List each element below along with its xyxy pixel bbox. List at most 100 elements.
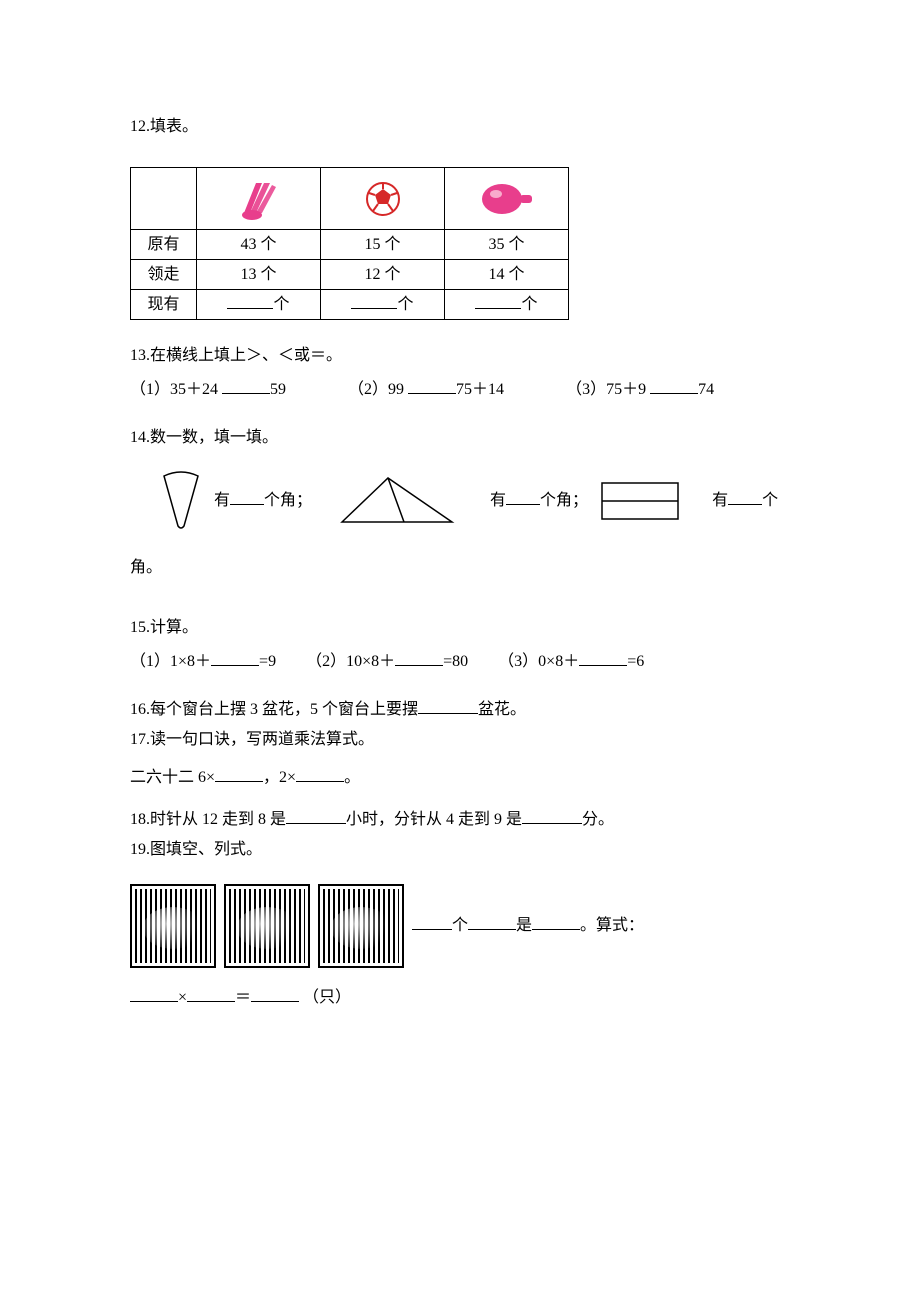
- unit: 个: [397, 296, 413, 313]
- qtitle: 计算。: [150, 619, 198, 636]
- question-17-body: 二六十二 6×，2×。: [130, 766, 790, 790]
- blank[interactable]: [728, 491, 762, 505]
- qtitle: 填表。: [150, 118, 198, 135]
- qnum: 19.: [130, 841, 150, 858]
- row-label: 现有: [131, 290, 197, 320]
- question-15: 15.计算。 （1）1×8＋=9 （2）10×8＋=80 （3）0×8＋=6: [130, 616, 790, 674]
- cell: 35 个: [445, 230, 569, 260]
- blank[interactable]: [251, 988, 299, 1002]
- qtitle: 图填空、列式。: [150, 841, 262, 858]
- qnum: 13.: [130, 347, 150, 364]
- left: 35＋24: [170, 381, 218, 398]
- blank[interactable]: [215, 768, 263, 782]
- left: 75＋9: [606, 381, 646, 398]
- qnum: 18.: [130, 811, 150, 828]
- left: 1×8＋: [170, 653, 211, 670]
- right: 74: [698, 381, 714, 398]
- blank[interactable]: [130, 988, 178, 1002]
- blank[interactable]: [351, 297, 397, 309]
- blank[interactable]: [187, 988, 235, 1002]
- qtitle: 读一句口诀，写两道乘法算式。: [150, 731, 374, 748]
- qtitle: 数一数，填一填。: [150, 429, 278, 446]
- table-row: 原有 43 个 15 个 35 个: [131, 230, 569, 260]
- rect-split-icon: [598, 477, 682, 525]
- question-12-title: 12.填表。: [130, 115, 790, 139]
- question-19-title: 19.图填空、列式。: [130, 838, 790, 862]
- blank[interactable]: [408, 380, 456, 394]
- unit: 个: [521, 296, 537, 313]
- q15-items: （1）1×8＋=9 （2）10×8＋=80 （3）0×8＋=6: [130, 650, 790, 674]
- right: =6: [627, 653, 644, 670]
- word: 有: [214, 492, 230, 509]
- word: 有: [490, 492, 506, 509]
- cell: 15 个: [321, 230, 445, 260]
- blank[interactable]: [286, 810, 346, 824]
- right: =80: [443, 653, 468, 670]
- blank[interactable]: [296, 768, 344, 782]
- table-row: 现有 个 个 个: [131, 290, 569, 320]
- blank[interactable]: [506, 491, 540, 505]
- q13-item: （2）99 75＋14: [348, 378, 504, 402]
- cell: 个: [197, 290, 321, 320]
- q15-item: （3）0×8＋=6: [498, 650, 644, 674]
- q13-items: （1）35＋24 59 （2）99 75＋14 （3）75＋9 74: [130, 378, 790, 402]
- col-shuttlecock: [197, 168, 321, 230]
- blank[interactable]: [418, 700, 478, 714]
- blank[interactable]: [230, 491, 264, 505]
- qnum: 14.: [130, 429, 150, 446]
- text: 分。: [582, 811, 614, 828]
- col-football: [321, 168, 445, 230]
- blank[interactable]: [650, 380, 698, 394]
- question-12: 12.填表。: [130, 115, 790, 320]
- qnum: 17.: [130, 731, 150, 748]
- q13-item: （3）75＋9 74: [566, 378, 714, 402]
- cell: 12 个: [321, 260, 445, 290]
- qnum: 15.: [130, 619, 150, 636]
- text: 盆花。: [478, 701, 526, 718]
- right: =9: [259, 653, 276, 670]
- text: 。算式：: [580, 917, 644, 934]
- row-label: 领走: [131, 260, 197, 290]
- blank[interactable]: [468, 916, 516, 930]
- blank[interactable]: [227, 297, 273, 309]
- text: 每个窗台上摆 3 盆花，5 个窗台上要摆: [150, 701, 418, 718]
- blank[interactable]: [522, 810, 582, 824]
- label: （2）: [306, 653, 346, 670]
- text: 小时，分针从 4 走到 9 是: [346, 811, 522, 828]
- text: 时针从 12 走到 8 是: [150, 811, 286, 828]
- blank[interactable]: [475, 297, 521, 309]
- blank[interactable]: [579, 652, 627, 666]
- blank[interactable]: [532, 916, 580, 930]
- blank[interactable]: [412, 916, 452, 930]
- blank[interactable]: [211, 652, 259, 666]
- text: 二六十二 6×: [130, 769, 215, 786]
- question-15-title: 15.计算。: [130, 616, 790, 640]
- label: （1）: [130, 381, 170, 398]
- unit: （只）: [303, 989, 351, 1006]
- triangle-split-icon: [332, 470, 462, 532]
- suffix: 个角；: [264, 492, 312, 509]
- cage-icon: [318, 884, 404, 968]
- qnum: 16.: [130, 701, 150, 718]
- text: 是: [516, 917, 532, 934]
- blank[interactable]: [222, 380, 270, 394]
- unit: 个: [273, 296, 289, 313]
- q19-line2: ×＝ （只）: [130, 986, 790, 1010]
- shape-label: 有个角；: [490, 489, 588, 513]
- question-18: 18.时针从 12 走到 8 是 小时，分针从 4 走到 9 是 分。: [130, 808, 790, 832]
- q14-trailing: 角。: [130, 556, 790, 580]
- cell: 13 个: [197, 260, 321, 290]
- label: （2）: [348, 381, 388, 398]
- q13-item: （1）35＋24 59: [130, 378, 286, 402]
- q19-line1: 个是。算式：: [412, 914, 644, 968]
- left: 0×8＋: [538, 653, 579, 670]
- question-13-title: 13.在横线上填上＞、＜或＝。: [130, 344, 790, 368]
- football-icon: [363, 179, 403, 219]
- op: ×: [178, 989, 187, 1006]
- blank[interactable]: [395, 652, 443, 666]
- q15-item: （1）1×8＋=9: [130, 650, 276, 674]
- cage-icon: [130, 884, 216, 968]
- shape-label: 有 个角；: [214, 489, 312, 513]
- table-header-row: [131, 168, 569, 230]
- question-17-title: 17.读一句口诀，写两道乘法算式。: [130, 728, 790, 752]
